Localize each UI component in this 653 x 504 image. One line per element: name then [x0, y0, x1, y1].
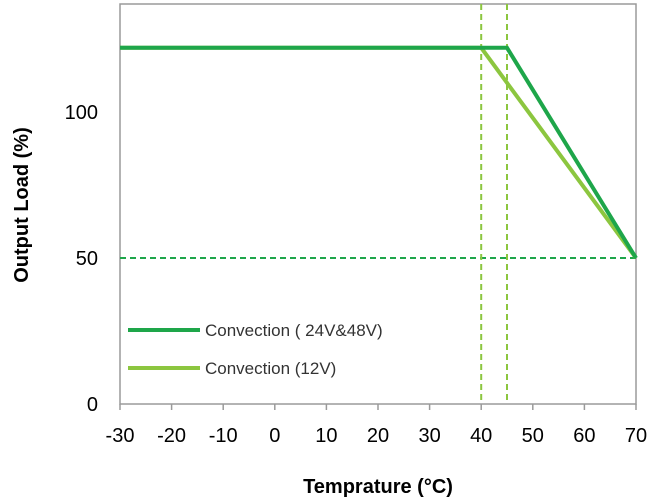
x-tick-label: 30 [418, 425, 440, 447]
y-axis-title: Output Load (%) [11, 127, 33, 283]
x-tick-label: 40 [470, 425, 492, 447]
reference-lines [120, 4, 636, 404]
x-tick-label: -30 [106, 425, 135, 447]
x-tick-label: 50 [522, 425, 544, 447]
x-tick-label: 10 [315, 425, 337, 447]
x-tick-label: 70 [625, 425, 647, 447]
legend: Convection ( 24V&48V) Convection (12V) [128, 321, 383, 378]
plot-border [119, 3, 637, 405]
x-axis-ticks: -30 -20 -10 0 10 20 30 40 50 60 70 [106, 404, 647, 447]
x-axis-title: Temprature (°C) [303, 476, 453, 498]
y-tick-label: 50 [76, 248, 98, 270]
series-lines [120, 45, 638, 260]
x-tick-label: 20 [367, 425, 389, 447]
y-tick-label: 0 [87, 394, 98, 416]
y-axis-ticks: 0 50 100 [65, 102, 98, 416]
x-tick-label: 60 [573, 425, 595, 447]
legend-label-1: Convection (12V) [205, 359, 336, 378]
plot-area [119, 3, 637, 405]
x-tick-label: -10 [209, 425, 238, 447]
legend-label-0: Convection ( 24V&48V) [205, 321, 383, 340]
series-line-1 [120, 45, 638, 260]
x-tick-label: 0 [269, 425, 280, 447]
x-tick-label: -20 [157, 425, 186, 447]
series-line-0 [120, 45, 638, 260]
y-tick-label: 100 [65, 102, 98, 124]
